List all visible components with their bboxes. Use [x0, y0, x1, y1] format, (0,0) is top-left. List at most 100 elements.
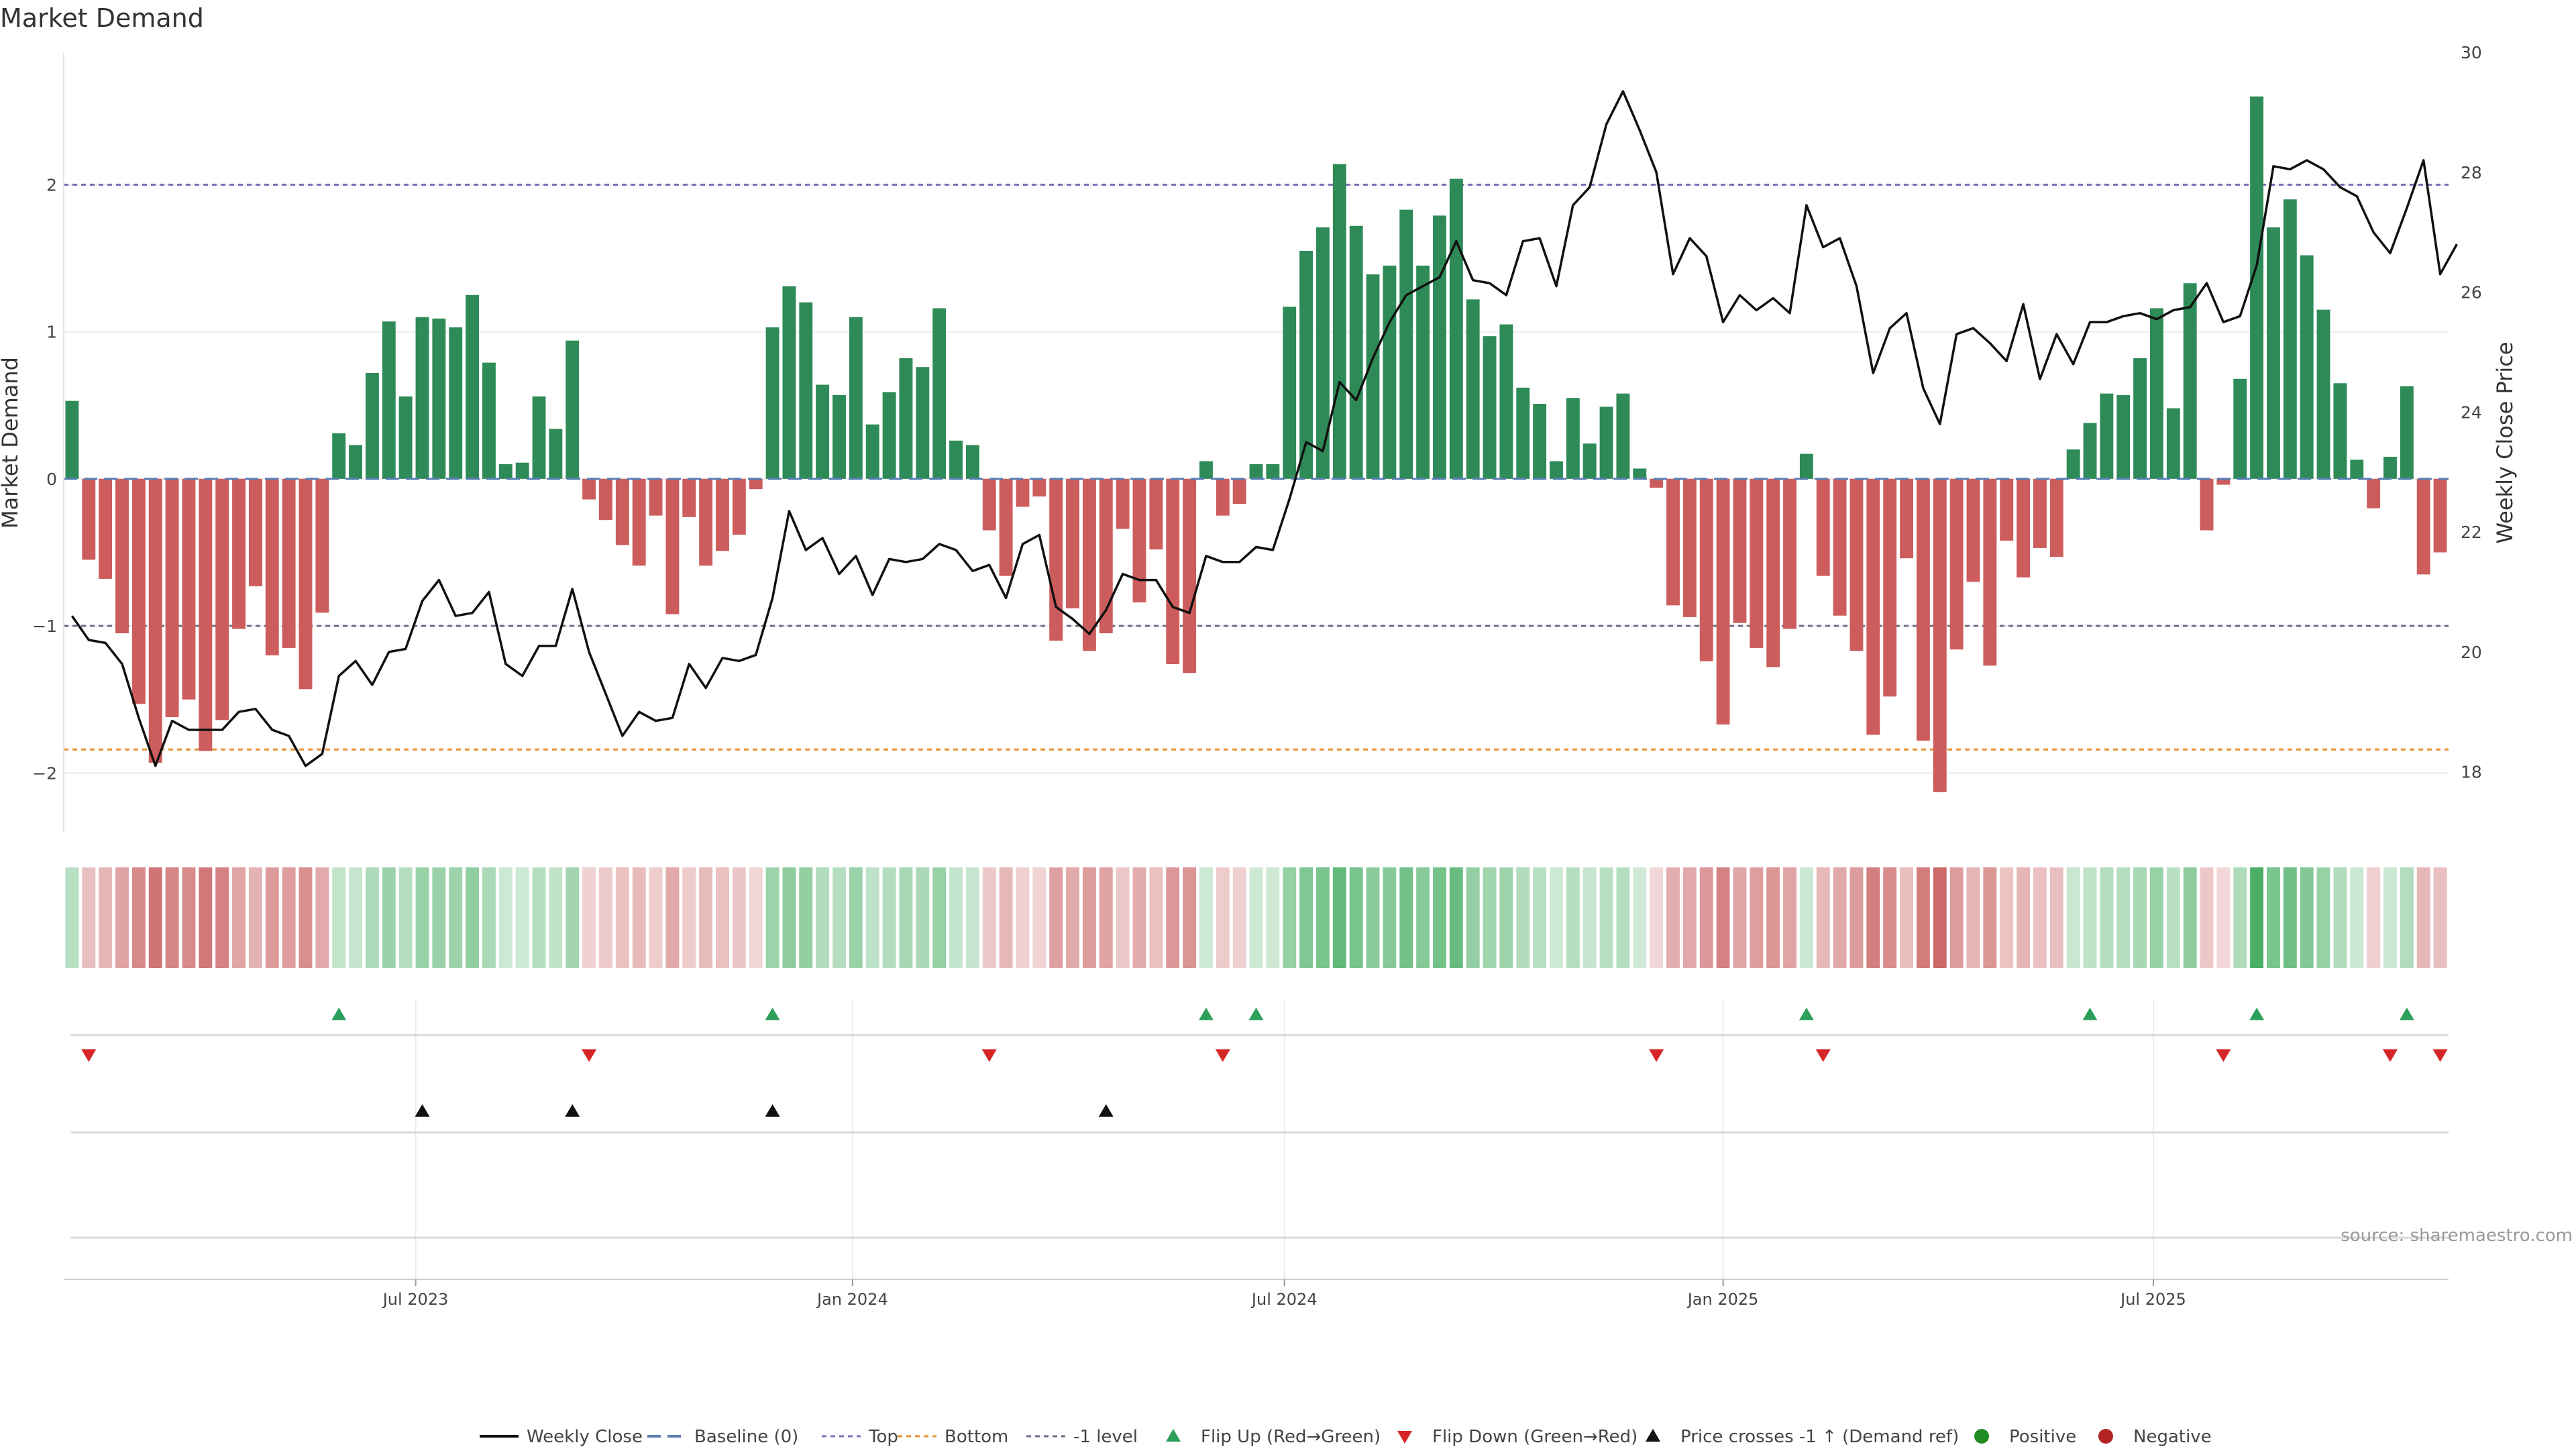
heat-cell — [1332, 867, 1346, 968]
y2-axis-label: Weekly Close Price — [2492, 341, 2518, 543]
price-layer — [70, 90, 2458, 767]
flip-up-marker — [1799, 1008, 1814, 1020]
demand-bar — [365, 372, 379, 479]
flip-down-marker — [1649, 1049, 1664, 1062]
heat-cell — [833, 867, 846, 968]
heat-cell — [232, 867, 246, 968]
demand-bar — [1949, 478, 1964, 650]
flip-up-marker — [1198, 1008, 1214, 1020]
legend-label: Positive — [2009, 1427, 2076, 1447]
demand-bar — [699, 478, 713, 566]
demand-bar — [1716, 478, 1730, 724]
x-tick-label: Jan 2024 — [816, 1290, 888, 1309]
demand-bar — [1983, 478, 1997, 666]
y-tick-label: 1 — [46, 323, 57, 342]
demand-bar — [1082, 478, 1096, 651]
price-cross-marker — [415, 1104, 430, 1117]
heat-cell — [2233, 867, 2247, 968]
demand-bar — [916, 367, 930, 479]
demand-bar — [1066, 478, 1079, 608]
demand-bar — [1599, 407, 1613, 479]
heat-cell — [2166, 867, 2180, 968]
heat-cell — [1249, 867, 1263, 968]
demand-bar — [965, 445, 979, 479]
heat-cell — [649, 867, 663, 968]
legend-label: Top — [868, 1427, 898, 1447]
heat-cell — [148, 867, 162, 968]
demand-bar — [1766, 478, 1780, 667]
chart-legend: Weekly Close Baseline (0) Top Bottom -1 leve… — [480, 1427, 2212, 1447]
demand-bar — [99, 478, 113, 579]
heat-cell — [765, 867, 780, 968]
legend-price-cross-swatch — [1646, 1429, 1660, 1442]
demand-bar — [432, 318, 446, 479]
heat-cell — [1966, 867, 1980, 968]
demand-bar — [849, 317, 863, 479]
demand-bar — [1733, 478, 1747, 623]
demand-bar — [615, 478, 629, 545]
flip-down-marker — [2216, 1049, 2231, 1062]
flip-up-marker — [1248, 1008, 1264, 1020]
heat-cell — [1299, 867, 1313, 968]
heat-cell — [115, 867, 129, 968]
demand-bar — [932, 308, 947, 479]
demand-bar — [1449, 178, 1463, 479]
demand-bar — [982, 478, 996, 531]
heat-cell — [2300, 867, 2314, 968]
demand-bar — [1833, 478, 1847, 616]
demand-bar — [382, 321, 396, 479]
heat-cell — [899, 867, 913, 968]
heat-cell — [1399, 867, 1413, 968]
heat-cell — [599, 867, 612, 968]
heat-cell — [1916, 867, 1930, 968]
heat-cell — [1682, 867, 1697, 968]
demand-bar — [949, 440, 963, 479]
demand-bar — [1933, 478, 1947, 792]
x-tick-label: Jul 2024 — [1250, 1290, 1318, 1309]
demand-bar — [1550, 461, 1563, 479]
demand-bar — [999, 478, 1013, 576]
heat-cell — [2250, 867, 2264, 968]
demand-bar — [1750, 478, 1764, 648]
heat-cell — [2000, 867, 2014, 968]
heat-cell — [2133, 867, 2147, 968]
heat-cell — [1933, 867, 1947, 968]
heat-cell — [849, 867, 863, 968]
demand-bar — [415, 317, 429, 479]
demand-bar — [1582, 443, 1597, 479]
heat-cell — [515, 867, 529, 968]
demand-bar — [599, 478, 612, 521]
demand-bar — [2049, 478, 2063, 557]
demand-bar — [2000, 478, 2014, 541]
heat-cell — [1449, 867, 1463, 968]
demand-bar — [2216, 478, 2231, 485]
heat-cell — [2049, 867, 2063, 968]
demand-bar — [1116, 478, 1130, 529]
heat-cell — [949, 867, 963, 968]
flip-up-marker — [331, 1008, 347, 1020]
heat-cell — [615, 867, 629, 968]
legend-label: Weekly Close — [527, 1427, 643, 1447]
demand-bar — [2116, 394, 2131, 479]
demand-bar — [1633, 468, 1647, 479]
heat-cell — [1466, 867, 1480, 968]
heat-cell — [1166, 867, 1180, 968]
demand-bar — [265, 478, 279, 655]
demand-bar — [299, 478, 313, 690]
heat-cell — [2283, 867, 2297, 968]
demand-bar — [1149, 478, 1163, 550]
price-cross-marker — [565, 1104, 580, 1117]
y-axis-label: Market Demand — [0, 357, 23, 529]
heat-cell — [282, 867, 296, 968]
heat-cell — [398, 867, 413, 968]
heat-cell — [1550, 867, 1563, 968]
y2-tick-label: 22 — [2461, 523, 2482, 542]
heat-cell — [1949, 867, 1964, 968]
price-cross-marker — [1098, 1104, 1114, 1117]
demand-bar — [749, 478, 763, 490]
heat-cell — [2367, 867, 2381, 968]
heat-cell — [1833, 867, 1847, 968]
heat-cell — [2433, 867, 2447, 968]
source-text: source: sharemaestro.com — [2341, 1226, 2573, 1246]
heat-cell — [349, 867, 362, 968]
